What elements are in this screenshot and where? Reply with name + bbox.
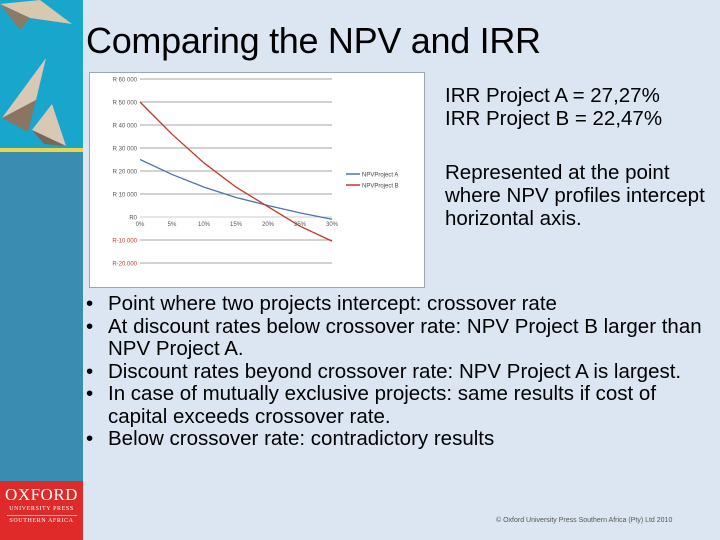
publisher-sub: UNIVERSITY PRESS [9,506,74,512]
bullet-text: In case of mutually exclusive projects: … [108,382,657,428]
bullet-list: • Point where two projects intercept: cro… [86,292,706,451]
bullet-text: Below crossover rate: contradictory resu… [108,427,495,450]
svg-text:15%: 15% [230,222,243,228]
irr-project-a: IRR Project A = 27,27% [445,84,660,107]
svg-text:0%: 0% [136,222,145,228]
bullet-item: • Point where two projects intercept: cro… [86,292,706,316]
svg-text:R 60 000: R 60 000 [113,78,138,84]
svg-text:R 20 000: R 20 000 [113,170,138,176]
gold-divider [0,148,83,152]
irr-project-b: IRR Project B = 22,47% [445,107,663,130]
bullet-icon: • [86,292,94,315]
bullet-text: Point where two projects intercept: cros… [108,292,557,315]
logo-divider [6,515,77,516]
svg-text:R-10 000: R-10 000 [112,239,137,245]
bullet-icon: • [86,382,94,405]
svg-text:20%: 20% [262,222,275,228]
svg-text:R 50 000: R 50 000 [113,101,138,107]
irr-values: IRR Project A = 27,27% IRR Project B = 2… [445,84,662,130]
left-decor-bar: OXFORD UNIVERSITY PRESS SOUTHERN AFRICA [0,0,83,540]
svg-text:R 40 000: R 40 000 [113,124,138,130]
bullet-item: • In case of mutually exclusive projects:… [86,382,706,428]
bullet-icon: • [86,359,94,383]
svg-text:R0: R0 [129,216,137,222]
bullet-item: • Below crossover rate: contradictory res… [86,427,706,451]
bullet-text: Discount rates beyond crossover rate: NP… [108,359,682,383]
oxford-logo: OXFORD UNIVERSITY PRESS SOUTHERN AFRICA [0,481,83,540]
svg-text:R 30 000: R 30 000 [113,147,138,153]
copyright-notice: © Oxford University Press Southern Afric… [496,517,673,524]
bullet-icon: • [86,314,94,338]
bullet-icon: • [86,427,94,450]
svg-text:5%: 5% [168,222,177,228]
svg-text:10%: 10% [198,222,211,228]
svg-text:R 10 000: R 10 000 [113,193,138,199]
chart-canvas: R 60 000 R 50 000 R 40 000 R 30 000 R 20 000… [112,78,399,268]
slide-title: Comparing the NPV and IRR [86,20,541,61]
bullet-text: At discount rates below crossover rate: … [108,314,702,360]
svg-text:NPVProject A: NPVProject A [362,173,398,179]
npv-profile-chart: R 60 000 R 50 000 R 40 000 R 30 000 R 20 000… [89,72,425,288]
svg-text:NPVProject B: NPVProject B [362,184,399,190]
bullet-item: • At discount rates below crossover rate:… [86,314,706,361]
publisher-region: SOUTHERN AFRICA [9,518,74,524]
svg-text:25%: 25% [294,222,307,228]
paper-plane-icon [0,0,72,146]
svg-text:30%: 30% [326,222,339,228]
bullet-item: • Discount rates beyond crossover rate: N… [86,359,706,384]
publisher-name: OXFORD [5,485,78,504]
irr-note: Represented at the point where NPV profi… [445,161,705,230]
svg-text:R-20 000: R-20 000 [112,262,137,268]
